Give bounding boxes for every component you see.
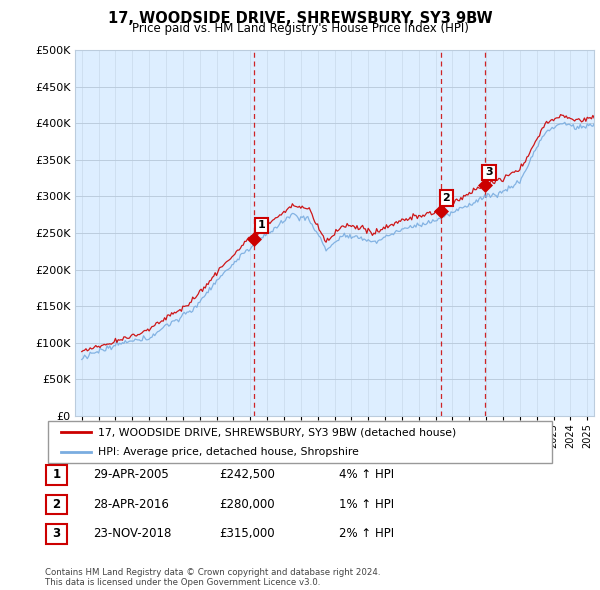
Text: £242,500: £242,500 [219,468,275,481]
Text: Price paid vs. HM Land Registry's House Price Index (HPI): Price paid vs. HM Land Registry's House … [131,22,469,35]
Text: This data is licensed under the Open Government Licence v3.0.: This data is licensed under the Open Gov… [45,578,320,588]
Text: £280,000: £280,000 [219,498,275,511]
Text: 17, WOODSIDE DRIVE, SHREWSBURY, SY3 9BW (detached house): 17, WOODSIDE DRIVE, SHREWSBURY, SY3 9BW … [98,427,457,437]
Text: 4% ↑ HPI: 4% ↑ HPI [339,468,394,481]
Text: 2% ↑ HPI: 2% ↑ HPI [339,527,394,540]
Text: £315,000: £315,000 [219,527,275,540]
Text: 1: 1 [52,468,61,481]
Text: 3: 3 [52,527,61,540]
Text: 2: 2 [52,498,61,511]
Text: 17, WOODSIDE DRIVE, SHREWSBURY, SY3 9BW: 17, WOODSIDE DRIVE, SHREWSBURY, SY3 9BW [107,11,493,25]
Text: 2: 2 [442,193,450,203]
Text: HPI: Average price, detached house, Shropshire: HPI: Average price, detached house, Shro… [98,447,359,457]
Text: Contains HM Land Registry data © Crown copyright and database right 2024.: Contains HM Land Registry data © Crown c… [45,568,380,577]
Text: 3: 3 [485,168,493,178]
Text: 28-APR-2016: 28-APR-2016 [93,498,169,511]
Text: 23-NOV-2018: 23-NOV-2018 [93,527,172,540]
Text: 1% ↑ HPI: 1% ↑ HPI [339,498,394,511]
Text: 29-APR-2005: 29-APR-2005 [93,468,169,481]
Text: 1: 1 [257,221,265,230]
